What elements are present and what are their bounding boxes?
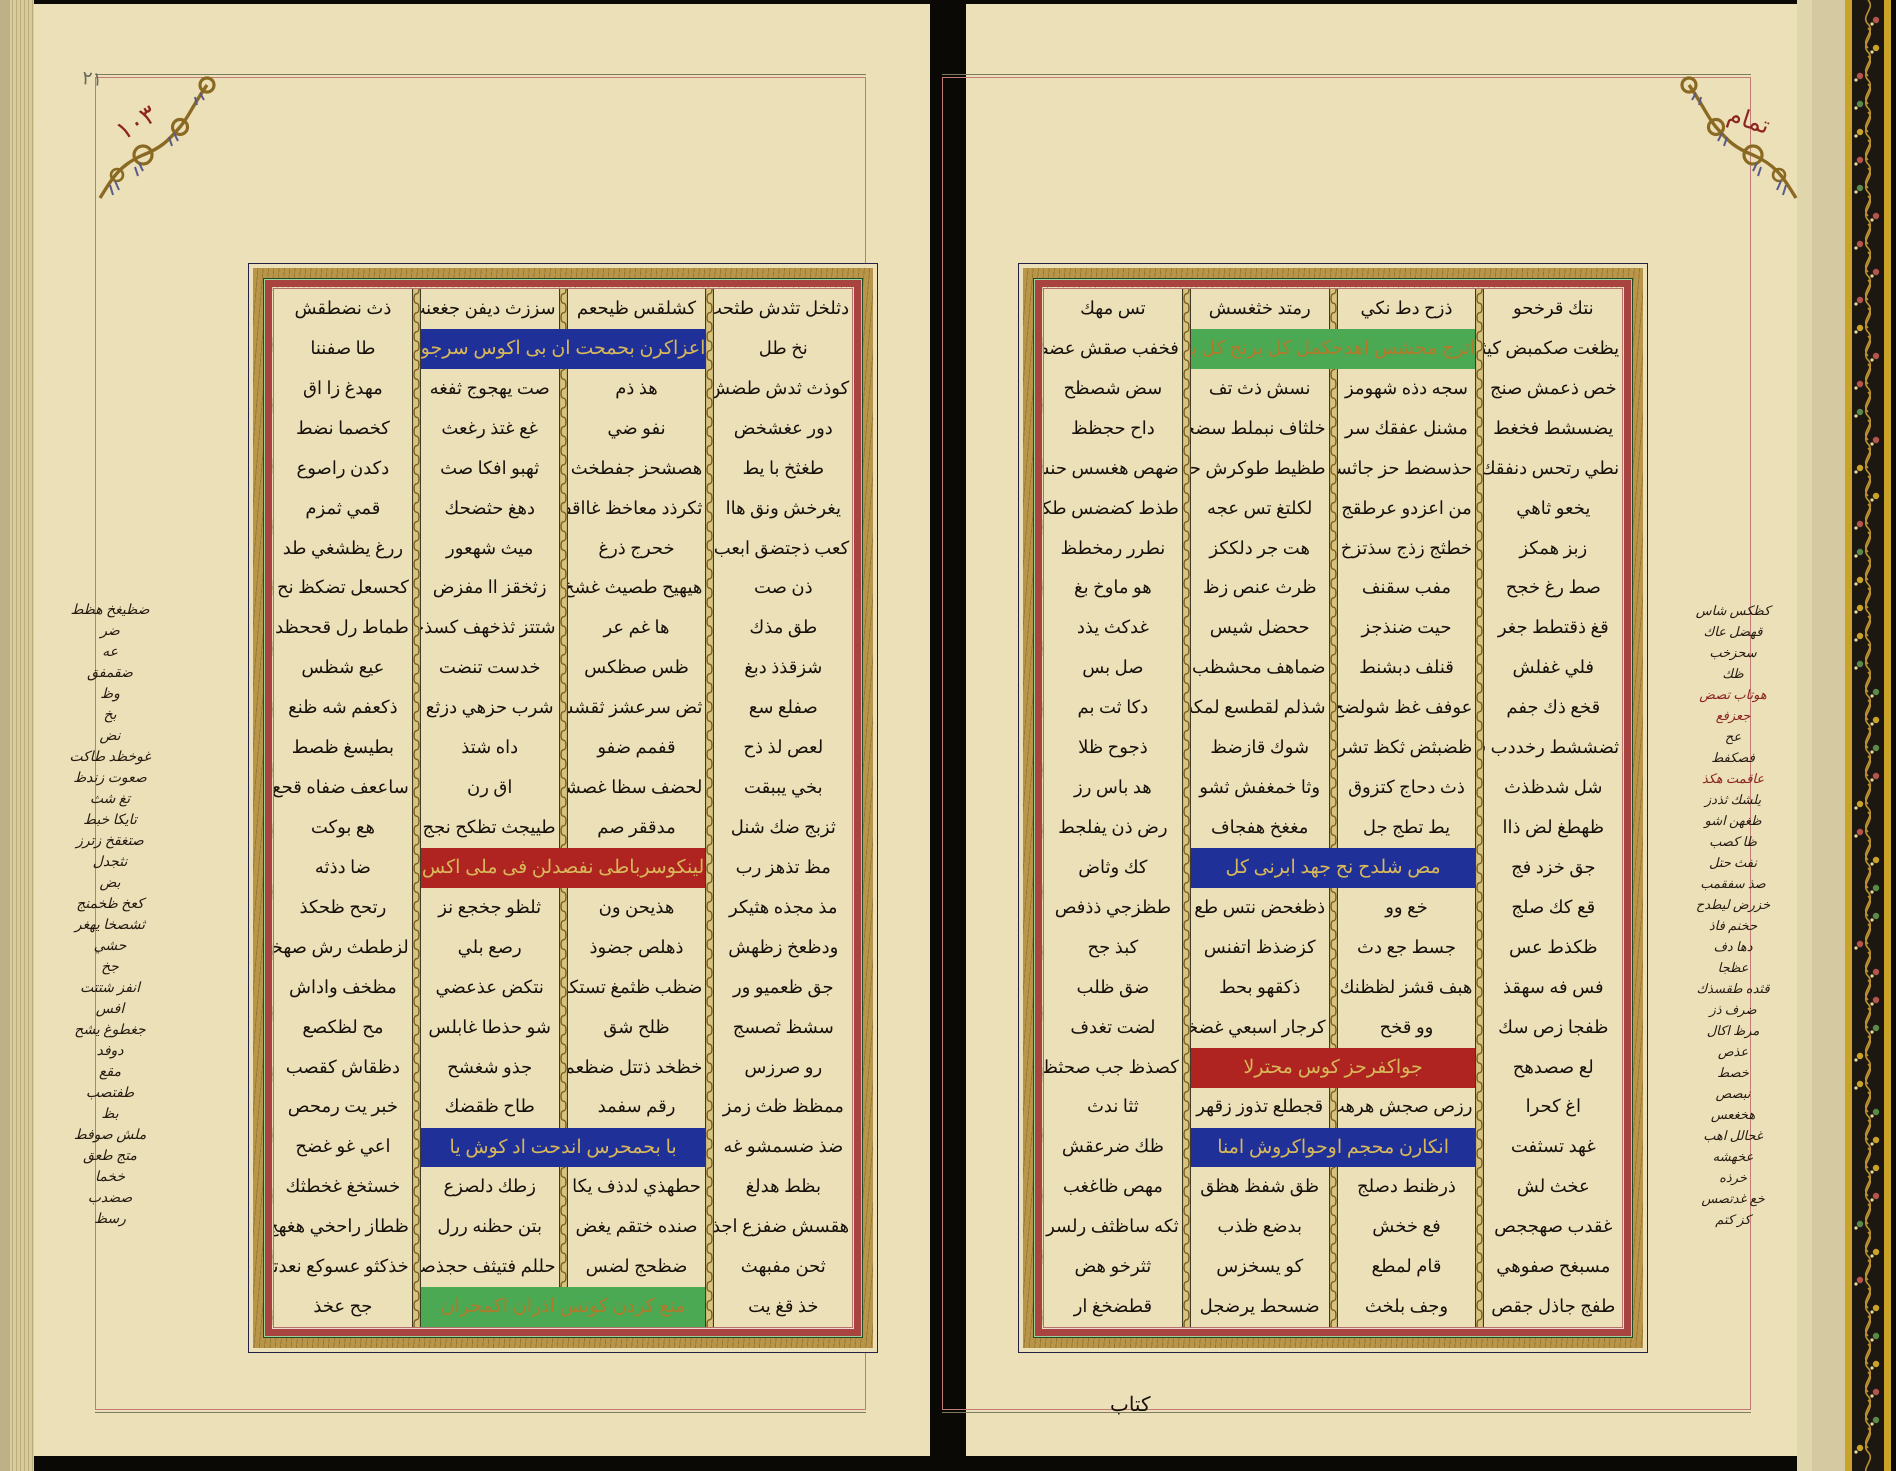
svg-text:تمام: تمام: [1724, 102, 1773, 140]
svg-text:۱۰۳: ۱۰۳: [111, 99, 162, 146]
